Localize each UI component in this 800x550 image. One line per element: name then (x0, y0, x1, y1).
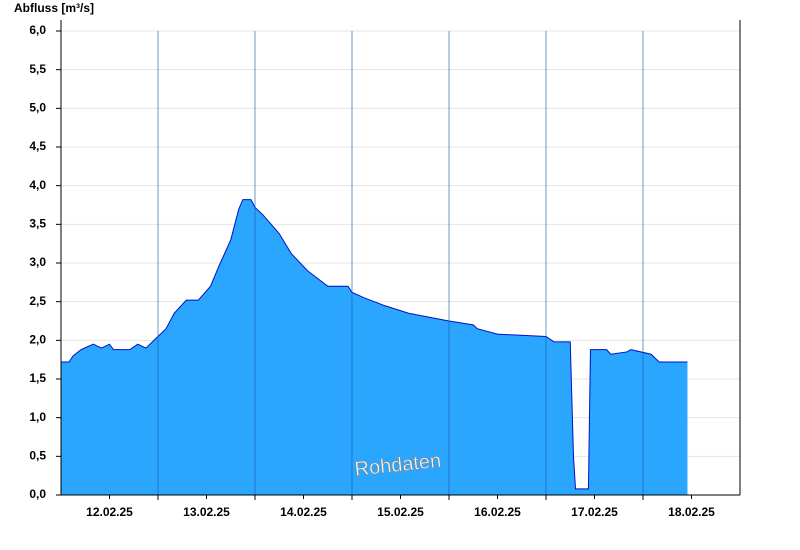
y-tick-label: 2,5 (29, 294, 46, 308)
y-tick-label: 4,0 (29, 178, 46, 192)
y-tick-label: 1,5 (29, 371, 46, 385)
x-tick-label: 12.02.25 (86, 505, 133, 519)
x-tick-label: 14.02.25 (280, 505, 327, 519)
y-tick-label: 1,0 (29, 410, 46, 424)
y-tick-label: 5,5 (29, 62, 46, 76)
y-tick-label: 0,5 (29, 449, 46, 463)
y-tick-label: 6,0 (29, 23, 46, 37)
y-tick-label: 2,0 (29, 333, 46, 347)
x-tick-label: 16.02.25 (474, 505, 521, 519)
y-tick-label: 5,0 (29, 101, 46, 115)
x-tick-label: 13.02.25 (183, 505, 230, 519)
y-tick-label: 3,5 (29, 217, 46, 231)
area-line (61, 199, 688, 490)
x-tick-label: 17.02.25 (571, 505, 618, 519)
y-tick-label: 0,0 (29, 487, 46, 501)
area (61, 199, 688, 495)
x-tick-label: 15.02.25 (377, 505, 424, 519)
x-tick-label: 18.02.25 (668, 505, 715, 519)
y-tick-label: 4,5 (29, 139, 46, 153)
chart-title: Abfluss [m³/s] (14, 1, 94, 15)
y-tick-label: 3,0 (29, 255, 46, 269)
